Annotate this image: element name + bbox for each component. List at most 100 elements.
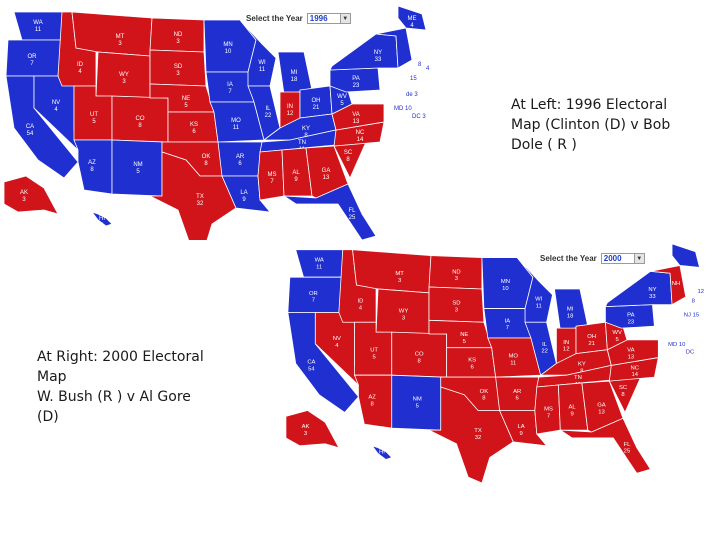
state-abbr: WI [258,60,266,66]
year-select-label: Select the Year [540,254,597,263]
state-me[interactable]: ME4 [397,5,427,31]
state-abbr: OR [28,54,38,60]
state-electoral-votes: 22 [265,113,272,119]
state-electoral-votes: 6 [192,129,196,135]
state-abbr: WV [612,330,622,336]
state-shape [650,264,687,306]
year-dropdown[interactable]: 1996 ▼ [306,13,351,24]
year-select-2000[interactable]: Select the Year 2000 ▼ [540,253,645,264]
state-abbr: IA [505,318,511,324]
state-ak[interactable]: AK3 [3,175,59,215]
state-shape [149,151,237,240]
state-shape [3,175,59,215]
state-mt[interactable]: MT3 [71,11,153,57]
year-dropdown[interactable]: 2000 ▼ [600,253,645,264]
state-ia[interactable]: IA7 [205,71,255,103]
state-wy[interactable]: WY3 [375,288,430,335]
state-or[interactable]: OR7 [5,39,63,77]
state-abbr: VA [352,112,360,118]
state-ar[interactable]: AR6 [217,141,263,177]
state-nm[interactable]: NM5 [111,139,163,197]
state-shape [257,149,285,201]
state-hi[interactable]: HI4 [90,211,113,229]
state-abbr: PA [352,76,360,82]
state-az[interactable]: AZ8 [353,374,393,429]
state-or[interactable]: OR7 [287,276,344,313]
state-shape [13,11,63,41]
state-abbr: OK [480,389,489,395]
state-shape [604,270,673,308]
state-ks[interactable]: KS6 [167,111,219,143]
edge-label-dc: DC 3 [412,114,426,120]
state-nd[interactable]: ND3 [149,17,205,53]
state-me[interactable] [671,243,700,268]
state-abbr: AK [302,424,310,430]
state-shape [90,211,113,227]
state-ne2[interactable]: NH [650,264,687,306]
state-electoral-votes: 4 [410,23,414,29]
state-ms[interactable]: MS7 [257,149,285,201]
state-abbr: FL [624,442,632,448]
state-wy[interactable]: WY3 [95,51,151,99]
state-electoral-votes: 11 [233,125,240,131]
state-ne2[interactable] [375,27,413,69]
state-electoral-votes: 3 [176,39,180,45]
state-abbr: IN [287,104,293,110]
state-az[interactable]: AZ8 [73,139,113,195]
state-electoral-votes: 23 [353,83,360,89]
state-ks[interactable]: KS6 [446,347,497,378]
chevron-down-icon[interactable]: ▼ [633,254,644,263]
state-co[interactable]: CO8 [111,95,169,143]
state-abbr: UT [370,348,378,354]
state-electoral-votes: 9 [294,177,298,183]
state-electoral-votes: 3 [122,79,126,85]
state-ia[interactable]: IA7 [483,308,532,339]
state-sd[interactable]: SD3 [428,286,485,323]
state-abbr: CO [415,352,424,358]
electoral-map-2000: WA 11 OR 7 CA 54 NV 4 ID 4 MT 3 WY 3 UT 5 AZ 8 CO 8 NM 5 ND 3 SD… [282,238,720,483]
state-nm[interactable]: NM5 [391,374,442,431]
state-ar[interactable]: AR6 [495,376,540,411]
state-la[interactable]: LA9 [221,175,271,213]
state-ms[interactable]: MS7 [534,384,561,435]
state-mt[interactable]: MT3 [352,249,432,294]
state-sd[interactable]: SD3 [149,49,207,87]
state-shape [71,11,153,57]
state-electoral-votes: 33 [649,294,656,300]
state-abbr: WV [337,94,347,100]
state-nd[interactable]: ND3 [428,255,483,290]
caption-line: Map [37,369,67,385]
state-abbr: ID [357,299,363,305]
state-electoral-votes: 14 [357,137,364,143]
state-abbr: MN [501,279,510,285]
state-la[interactable]: LA9 [498,410,548,447]
state-abbr: MO [509,354,519,360]
edge-label-ma: 12 [698,289,705,295]
year-select-1996[interactable]: Select the Year 1996 ▼ [246,13,351,24]
state-ak[interactable]: AK3 [285,410,340,449]
state-electoral-votes: 8 [204,161,208,167]
state-hi[interactable]: HI4 [371,444,393,463]
chevron-down-icon[interactable]: ▼ [339,14,350,23]
state-co[interactable]: CO8 [391,331,448,378]
